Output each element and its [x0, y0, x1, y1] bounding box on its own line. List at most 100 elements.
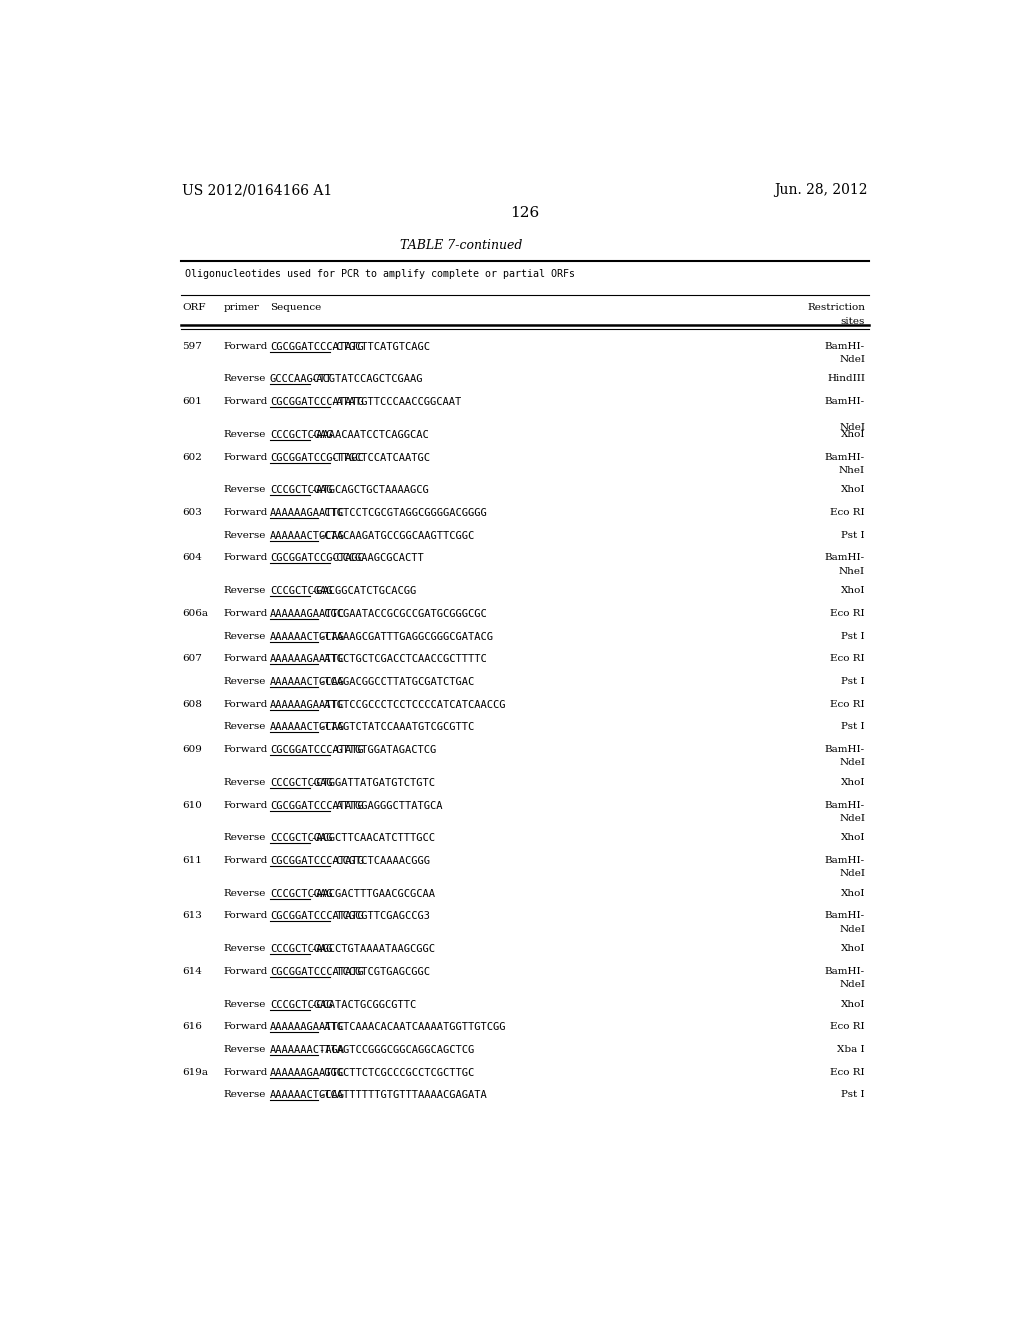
Text: CCCGCTCGAG: CCCGCTCGAG — [270, 430, 333, 440]
Text: -TCATTTTTTGTGTTTAAAACGAGATA: -TCATTTTTTGTGTTTAAAACGAGATA — [318, 1090, 487, 1101]
Text: CGCGGATCCCATATG: CGCGGATCCCATATG — [270, 397, 364, 407]
Text: -ATGTCCGCCCTCCTCCCCATCATCAACCG: -ATGTCCGCCCTCCTCCCCATCATCAACCG — [318, 700, 506, 710]
Text: Reverse: Reverse — [223, 944, 265, 953]
Text: 609: 609 — [182, 744, 202, 754]
Text: Forward: Forward — [223, 508, 267, 517]
Text: HindIII: HindIII — [827, 375, 865, 383]
Text: Forward: Forward — [223, 453, 267, 462]
Text: CGCGGATCCCATATG: CGCGGATCCCATATG — [270, 744, 364, 755]
Text: Reverse: Reverse — [223, 486, 265, 494]
Text: -ATGCAGCTGCTAAAAGCG: -ATGCAGCTGCTAAAAGCG — [310, 486, 429, 495]
Text: NdeI: NdeI — [839, 869, 865, 878]
Text: -ATATGTTCCCAACCGGCAAT: -ATATGTTCCCAACCGGCAAT — [331, 397, 462, 407]
Text: 602: 602 — [182, 453, 202, 462]
Text: Pst I: Pst I — [842, 1090, 865, 1100]
Text: Reverse: Reverse — [223, 777, 265, 787]
Text: Oligonucleotides used for PCR to amplify complete or partial ORFs: Oligonucleotides used for PCR to amplify… — [184, 268, 574, 279]
Text: 607: 607 — [182, 655, 202, 663]
Text: Forward: Forward — [223, 397, 267, 407]
Text: Forward: Forward — [223, 700, 267, 709]
Text: Reverse: Reverse — [223, 888, 265, 898]
Text: Reverse: Reverse — [223, 531, 265, 540]
Text: CGCGGATCCCATATG: CGCGGATCCCATATG — [270, 912, 364, 921]
Text: Eco RI: Eco RI — [830, 1022, 865, 1031]
Text: AAAAAACTGCAG: AAAAAACTGCAG — [270, 631, 345, 642]
Text: NdeI: NdeI — [839, 979, 865, 989]
Text: Forward: Forward — [223, 857, 267, 865]
Text: XhoI: XhoI — [841, 999, 865, 1008]
Text: Reverse: Reverse — [223, 375, 265, 383]
Text: -TTAAAGCGATTTGAGGCGGGCGATACG: -TTAAAGCGATTTGAGGCGGGCGATACG — [318, 631, 494, 642]
Text: -CCCGAAGCGCACTT: -CCCGAAGCGCACTT — [331, 553, 424, 564]
Text: Reverse: Reverse — [223, 430, 265, 438]
Text: CGCGGATCCCATATG: CGCGGATCCCATATG — [270, 857, 364, 866]
Text: CGCGGATCCCATATG: CGCGGATCCCATATG — [270, 966, 364, 977]
Text: Eco RI: Eco RI — [830, 700, 865, 709]
Text: -CTGTCCTCGCGTAGGCGGGGACGGGG: -CTGTCCTCGCGTAGGCGGGGACGGGG — [318, 508, 487, 517]
Text: Forward: Forward — [223, 609, 267, 618]
Text: AAAAAAGAATTC: AAAAAAGAATTC — [270, 700, 345, 710]
Text: Forward: Forward — [223, 1022, 267, 1031]
Text: BamHI-: BamHI- — [825, 342, 865, 351]
Text: 610: 610 — [182, 800, 202, 809]
Text: Eco RI: Eco RI — [830, 508, 865, 517]
Text: Xba I: Xba I — [838, 1045, 865, 1055]
Text: 604: 604 — [182, 553, 202, 562]
Text: BamHI-: BamHI- — [825, 800, 865, 809]
Text: sites: sites — [841, 317, 865, 326]
Text: -AGCCTGTAAAATAAGCGGC: -AGCCTGTAAAATAAGCGGC — [310, 944, 435, 954]
Text: -TCCGTCGTGAGCGGC: -TCCGTCGTGAGCGGC — [331, 966, 430, 977]
Text: -TTAGTCTATCCAAATGTCGCGTTC: -TTAGTCTATCCAAATGTCGCGTTC — [318, 722, 474, 733]
Text: XhoI: XhoI — [841, 888, 865, 898]
Text: GCCCAAGCTT: GCCCAAGCTT — [270, 375, 333, 384]
Text: CCCGCTCGAG: CCCGCTCGAG — [270, 586, 333, 597]
Text: 613: 613 — [182, 912, 202, 920]
Text: Forward: Forward — [223, 966, 267, 975]
Text: BamHI-: BamHI- — [825, 397, 865, 407]
Text: -TTGCTCCATCAATGC: -TTGCTCCATCAATGC — [331, 453, 430, 462]
Text: XhoI: XhoI — [841, 944, 865, 953]
Text: CCCGCTCGAG: CCCGCTCGAG — [270, 888, 333, 899]
Text: -ACGCTTCAACATCTTTGCC: -ACGCTTCAACATCTTTGCC — [310, 833, 435, 843]
Text: Forward: Forward — [223, 800, 267, 809]
Text: NheI: NheI — [839, 466, 865, 475]
Text: CCCGCTCGAG: CCCGCTCGAG — [270, 777, 333, 788]
Text: AAAAAAACTAGA: AAAAAAACTAGA — [270, 1045, 345, 1055]
Text: NheI: NheI — [839, 566, 865, 576]
Text: CGCGGATCCGCTAGC: CGCGGATCCGCTAGC — [270, 453, 364, 462]
Text: -CCGTCTCAAAACGGG: -CCGTCTCAAAACGGG — [331, 857, 430, 866]
Text: AAAAAAGAATTC: AAAAAAGAATTC — [270, 1022, 345, 1032]
Text: 606a: 606a — [182, 609, 208, 618]
Text: BamHI-: BamHI- — [825, 453, 865, 462]
Text: 619a: 619a — [182, 1068, 208, 1077]
Text: 126: 126 — [510, 206, 540, 220]
Text: Sequence: Sequence — [270, 304, 322, 312]
Text: Reverse: Reverse — [223, 999, 265, 1008]
Text: -TTAGTCCGGGCGGCAGGCAGCTCG: -TTAGTCCGGGCGGCAGGCAGCTCG — [318, 1045, 474, 1055]
Text: XhoI: XhoI — [841, 777, 865, 787]
Text: -ATGTCAAACACAATCAAAATGGTTGTCGG: -ATGTCAAACACAATCAAAATGGTTGTCGG — [318, 1022, 506, 1032]
Text: NdeI: NdeI — [839, 924, 865, 933]
Text: Pst I: Pst I — [842, 677, 865, 686]
Text: primer: primer — [223, 304, 259, 312]
Text: CCCGCTCGAG: CCCGCTCGAG — [270, 999, 333, 1010]
Text: 614: 614 — [182, 966, 202, 975]
Text: -TCGCGTTCGAGCCG3: -TCGCGTTCGAGCCG3 — [331, 912, 430, 921]
Text: Forward: Forward — [223, 553, 267, 562]
Text: AAAAAAGAATTC: AAAAAAGAATTC — [270, 508, 345, 517]
Text: NdeI: NdeI — [839, 813, 865, 822]
Text: US 2012/0164166 A1: US 2012/0164166 A1 — [182, 183, 333, 197]
Text: AAAAAACTGCAG: AAAAAACTGCAG — [270, 1090, 345, 1101]
Text: -CTACAAGATGCCGGCAAGTTCGGC: -CTACAAGATGCCGGCAAGTTCGGC — [318, 531, 474, 541]
Text: Jun. 28, 2012: Jun. 28, 2012 — [774, 183, 867, 197]
Text: BamHI-: BamHI- — [825, 912, 865, 920]
Text: 616: 616 — [182, 1022, 202, 1031]
Text: BamHI-: BamHI- — [825, 857, 865, 865]
Text: 601: 601 — [182, 397, 202, 407]
Text: -GTTGTGGATAGACTCG: -GTTGTGGATAGACTCG — [331, 744, 436, 755]
Text: -AAAACAATCCTCAGGCAC: -AAAACAATCCTCAGGCAC — [310, 430, 429, 440]
Text: AAAAAAGAATTC: AAAAAAGAATTC — [270, 609, 345, 619]
Text: Forward: Forward — [223, 655, 267, 663]
Text: Pst I: Pst I — [842, 531, 865, 540]
Text: AAAAAAGAATTC: AAAAAAGAATTC — [270, 655, 345, 664]
